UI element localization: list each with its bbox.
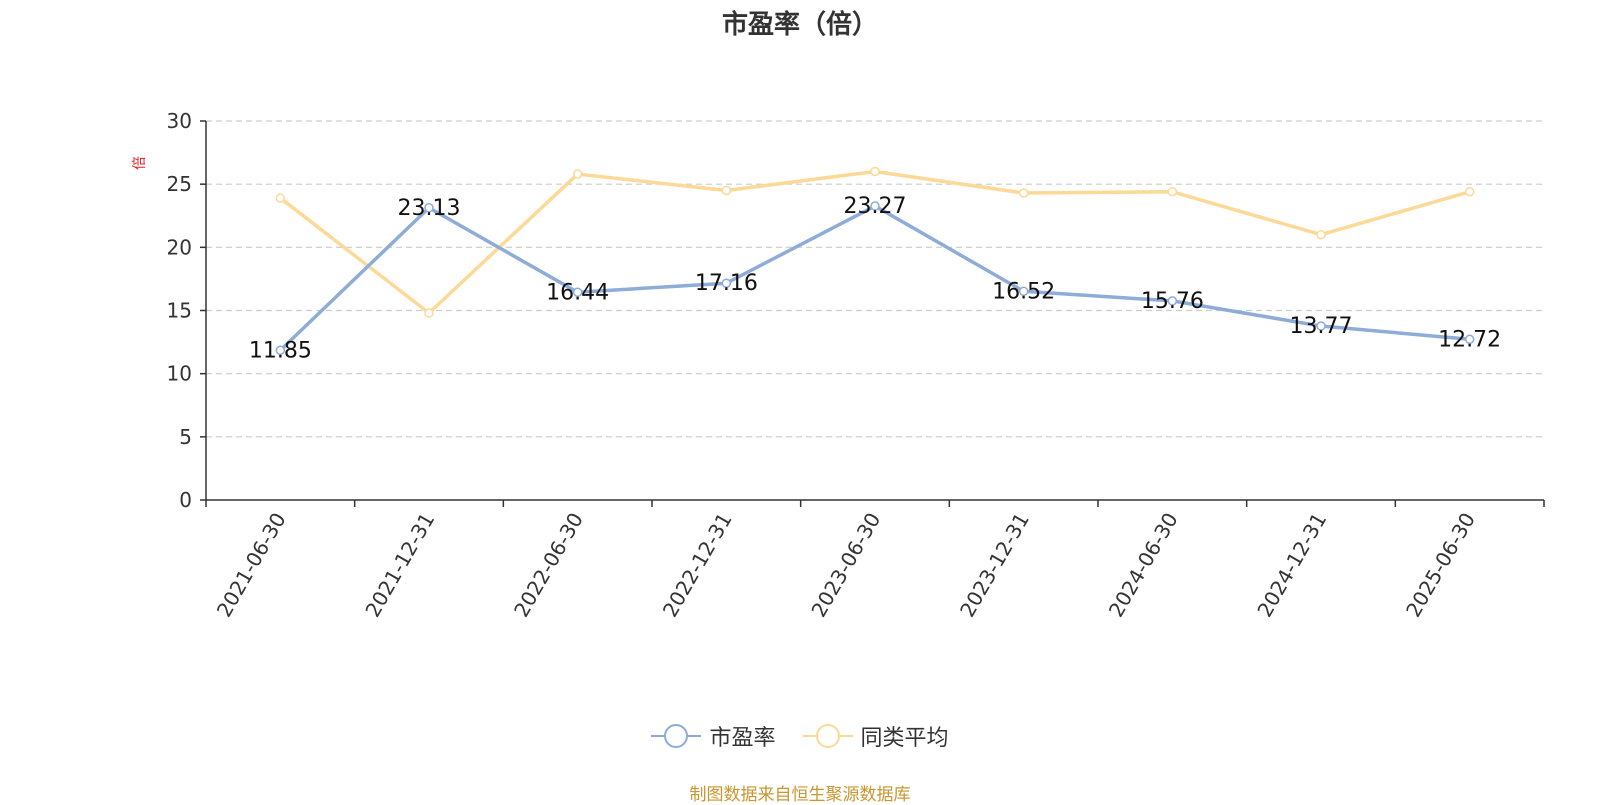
legend-item-series2[interactable]: 同类平均 — [802, 720, 949, 752]
point-同类平均-2021-06-30 — [275, 193, 286, 203]
series-lines — [275, 166, 1475, 356]
x-tick-label-2022-12-31: 2022-12-31 — [658, 509, 737, 622]
chart-title: 市盈率（倍） — [721, 10, 878, 40]
y-axis-unit-label: 倍 — [132, 156, 148, 170]
x-tick-label-2024-12-31: 2024-12-31 — [1252, 509, 1331, 622]
data-label-2024-06-30: 15.76 — [1141, 289, 1204, 314]
data-label-2023-12-31: 16.52 — [992, 279, 1055, 304]
point-市盈率-2022-12-31 — [721, 278, 732, 288]
data-label-2025-06-30: 12.72 — [1438, 327, 1501, 352]
legend-label-series2: 同类平均 — [860, 726, 949, 751]
data-label-2022-12-31: 17.16 — [695, 271, 758, 296]
legend-label-series1: 市盈率 — [709, 726, 776, 751]
legend-marker-series1-icon — [651, 724, 702, 748]
point-同类平均-2023-06-30 — [870, 166, 880, 177]
x-tick-label-2021-12-31: 2021-12-31 — [360, 509, 439, 622]
y-tick-label-0: 0 — [179, 488, 192, 512]
point-同类平均-2022-12-31 — [721, 185, 732, 196]
point-同类平均-2024-06-30 — [1167, 186, 1178, 197]
axes: 0 5 10 15 20 25 30 2021-06-30 2021-12-31 2022-06-… — [167, 109, 1545, 622]
y-tick-label-25: 25 — [167, 172, 192, 196]
data-label-2021-06-30: 11.85 — [249, 338, 312, 363]
legend-marker-series2-icon — [802, 724, 853, 748]
point-市盈率-2024-06-30 — [1167, 296, 1178, 306]
point-同类平均-2023-12-31 — [1018, 188, 1029, 198]
point-市盈率-2022-06-30 — [572, 287, 583, 298]
y-tick-label-5: 5 — [179, 425, 192, 449]
x-tick-label-2023-12-31: 2023-12-31 — [955, 509, 1034, 622]
data-label-2022-06-30: 16.44 — [546, 280, 609, 305]
point-市盈率-2021-06-30 — [275, 345, 286, 356]
y-tick-label-15: 15 — [167, 299, 192, 323]
y-tick-label-20: 20 — [167, 235, 192, 259]
x-tick-label-2021-06-30: 2021-06-30 — [212, 509, 291, 622]
y-tick-label-10: 10 — [167, 362, 192, 386]
point-同类平均-2021-12-31 — [424, 308, 434, 318]
legend: 市盈率 同类平均 — [0, 720, 1600, 754]
x-tick-label-2022-06-30: 2022-06-30 — [509, 509, 588, 622]
point-市盈率-2021-12-31 — [424, 203, 434, 213]
point-市盈率-2024-12-31 — [1316, 321, 1326, 331]
x-tick-label-2023-06-30: 2023-06-30 — [806, 509, 885, 622]
data-label-2021-12-31: 23.13 — [398, 196, 461, 221]
data-labels: 11.85 23.13 16.44 17.16 23.27 16.52 15.76 13.77… — [249, 194, 1501, 363]
point-同类平均-2025-06-30 — [1464, 186, 1475, 197]
point-市盈率-2023-06-30 — [870, 201, 880, 211]
x-tick-label-2024-06-30: 2024-06-30 — [1104, 509, 1183, 622]
legend-item-series1[interactable]: 市盈率 — [651, 720, 776, 752]
data-label-2024-12-31: 13.77 — [1290, 314, 1353, 339]
x-tick-label-2025-06-30: 2025-06-30 — [1401, 509, 1480, 622]
series-line-同类平均 — [279, 169, 1471, 315]
point-市盈率-2023-12-31 — [1018, 286, 1029, 297]
point-市盈率-2025-06-30 — [1464, 334, 1475, 345]
source-note: 制图数据来自恒生聚源数据库 — [689, 785, 911, 805]
point-同类平均-2022-06-30 — [572, 169, 583, 179]
point-同类平均-2024-12-31 — [1316, 229, 1326, 240]
data-label-2023-06-30: 23.27 — [844, 194, 907, 219]
y-tick-label-30: 30 — [167, 109, 192, 133]
